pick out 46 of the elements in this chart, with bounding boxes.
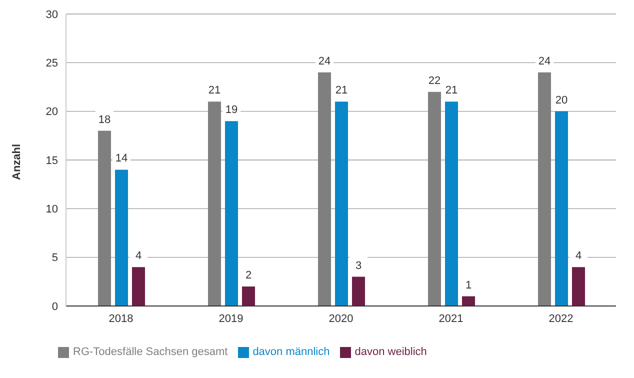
bar bbox=[555, 111, 568, 306]
bar bbox=[98, 130, 111, 306]
bar bbox=[352, 276, 365, 306]
x-tick-label: 2021 bbox=[438, 312, 464, 325]
legend-label: davon weiblich bbox=[354, 346, 427, 358]
data-label: 24 bbox=[538, 55, 551, 68]
bar bbox=[225, 121, 238, 306]
x-tick-label: 2020 bbox=[328, 312, 354, 325]
bar bbox=[335, 102, 348, 306]
legend-label: davon männlich bbox=[252, 346, 330, 358]
data-label: 18 bbox=[98, 114, 111, 126]
y-tick-label: 10 bbox=[46, 204, 58, 216]
data-label: 19 bbox=[225, 104, 238, 116]
data-label: 2 bbox=[245, 270, 252, 282]
bar bbox=[208, 102, 221, 306]
bar bbox=[115, 170, 128, 306]
data-label: 20 bbox=[555, 94, 568, 106]
data-label: 21 bbox=[335, 84, 348, 97]
y-tick-label: 30 bbox=[46, 8, 58, 21]
y-tick-label: 15 bbox=[46, 154, 58, 167]
bar bbox=[445, 102, 458, 306]
data-label: 21 bbox=[208, 84, 221, 97]
data-label: 3 bbox=[355, 260, 362, 272]
y-axis-title: Anzahl bbox=[10, 144, 23, 180]
data-label: 21 bbox=[445, 84, 458, 97]
x-tick-label: 2022 bbox=[548, 312, 574, 325]
bar bbox=[538, 72, 551, 306]
bar bbox=[462, 296, 475, 306]
bar bbox=[428, 92, 441, 306]
data-label: 14 bbox=[115, 152, 128, 165]
data-label: 1 bbox=[465, 279, 472, 292]
bar bbox=[572, 267, 585, 306]
y-tick-label: 0 bbox=[52, 300, 58, 313]
bar bbox=[132, 267, 145, 306]
x-tick-label: 2018 bbox=[108, 312, 134, 325]
legend-label: RG-Todesfälle Sachsen gesamt bbox=[73, 346, 228, 358]
y-tick-label: 5 bbox=[52, 252, 58, 264]
data-label: 4 bbox=[135, 250, 142, 262]
data-label: 4 bbox=[575, 250, 582, 262]
data-label: 22 bbox=[428, 74, 441, 87]
x-tick-label: 2019 bbox=[218, 312, 244, 325]
y-tick-label: 25 bbox=[46, 58, 58, 70]
bar bbox=[318, 72, 331, 306]
data-label: 24 bbox=[318, 55, 331, 68]
y-tick-label: 20 bbox=[46, 106, 58, 118]
bar bbox=[242, 286, 255, 306]
